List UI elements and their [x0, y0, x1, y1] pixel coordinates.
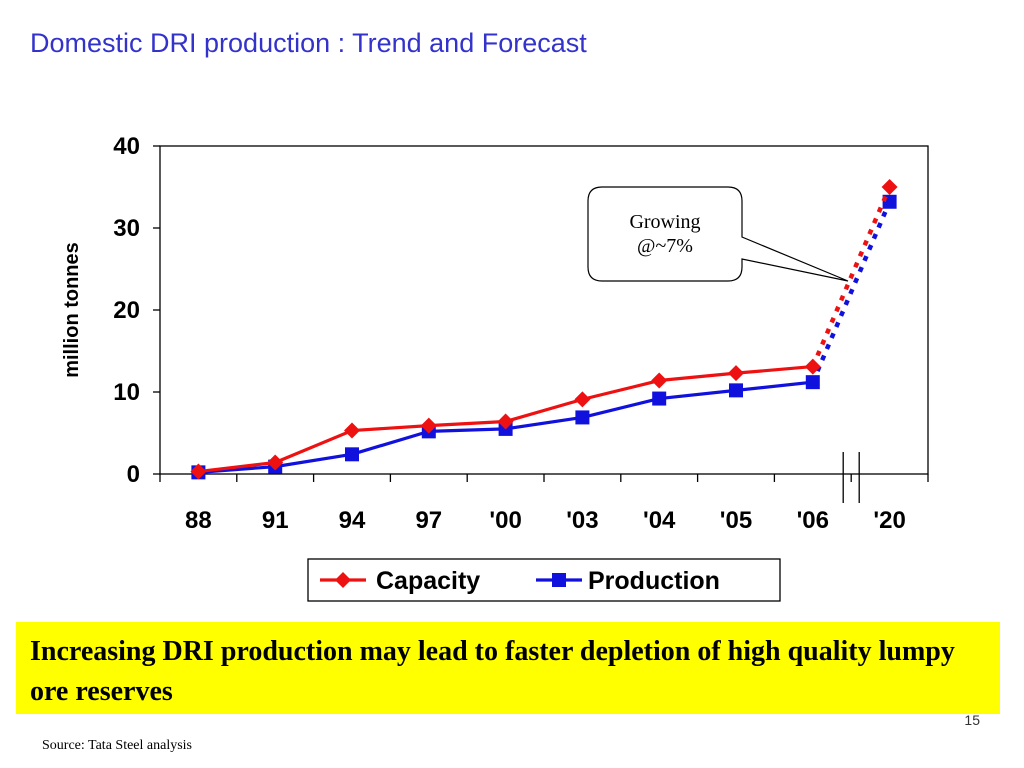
data-point — [420, 417, 437, 434]
y-tick-label: 0 — [127, 461, 140, 488]
callout-bubble — [587, 186, 849, 282]
data-point — [574, 391, 591, 408]
dri-line-chart: 0 10 20 30 40 88 91 94 97 '00 '03 '04 '05 '06 '20 mil… — [61, 133, 929, 602]
series-production — [191, 194, 897, 480]
data-point — [344, 422, 360, 439]
plot-border — [159, 145, 929, 475]
legend-marker — [335, 572, 351, 588]
forecast-line-capacity — [810, 186, 892, 368]
legend-label-production: Production — [588, 567, 720, 595]
y-tick-label: 20 — [113, 297, 140, 324]
conclusion-banner: Increasing DRI production may lead to fa… — [16, 622, 1000, 714]
data-point — [729, 383, 743, 398]
data-point — [652, 391, 667, 406]
slide-title: Domestic DRI production : Trend and Fore… — [30, 28, 587, 58]
y-tick-label: 40 — [113, 133, 140, 160]
x-tick-label: 88 — [185, 507, 212, 534]
y-tick-label: 10 — [113, 379, 140, 406]
x-tick-label: 94 — [339, 507, 366, 534]
data-point — [804, 358, 821, 375]
data-point — [497, 413, 514, 430]
legend: Capacity Production — [307, 558, 781, 602]
data-point — [728, 365, 744, 382]
y-tick-label: 30 — [113, 215, 140, 242]
x-tick-label: '20 — [873, 507, 905, 534]
callout-text: @~7% — [637, 235, 693, 257]
y-axis-title: million tonnes — [61, 242, 83, 378]
data-point — [575, 410, 590, 425]
x-tick-label: '00 — [489, 507, 521, 534]
forecast-line-production — [810, 200, 892, 384]
x-tick-label: '05 — [720, 507, 752, 534]
source-note: Source: Tata Steel analysis — [42, 738, 193, 753]
data-point — [190, 463, 207, 480]
data-point — [881, 179, 898, 195]
legend-marker — [552, 573, 566, 587]
y-axis: 0 10 20 30 40 — [113, 133, 160, 488]
growth-callout: Growing@~7% — [587, 186, 849, 282]
data-point — [805, 375, 820, 390]
x-tick-label: '06 — [797, 507, 829, 534]
series-capacity — [190, 179, 898, 480]
legend-label-capacity: Capacity — [376, 567, 480, 595]
x-tick-label: 97 — [415, 507, 442, 534]
series-layer — [190, 179, 898, 480]
x-axis: 88 91 94 97 '00 '03 '04 '05 '06 '20 — [159, 452, 929, 534]
data-point — [651, 372, 668, 389]
x-tick-label: '03 — [566, 507, 598, 534]
x-tick-label: '04 — [643, 507, 676, 534]
page-number: 15 — [964, 712, 980, 728]
data-point — [345, 447, 359, 462]
plot-frame — [159, 145, 929, 475]
x-tick-label: 91 — [262, 507, 289, 534]
callout-text: Growing — [629, 211, 700, 233]
data-point — [267, 454, 284, 471]
